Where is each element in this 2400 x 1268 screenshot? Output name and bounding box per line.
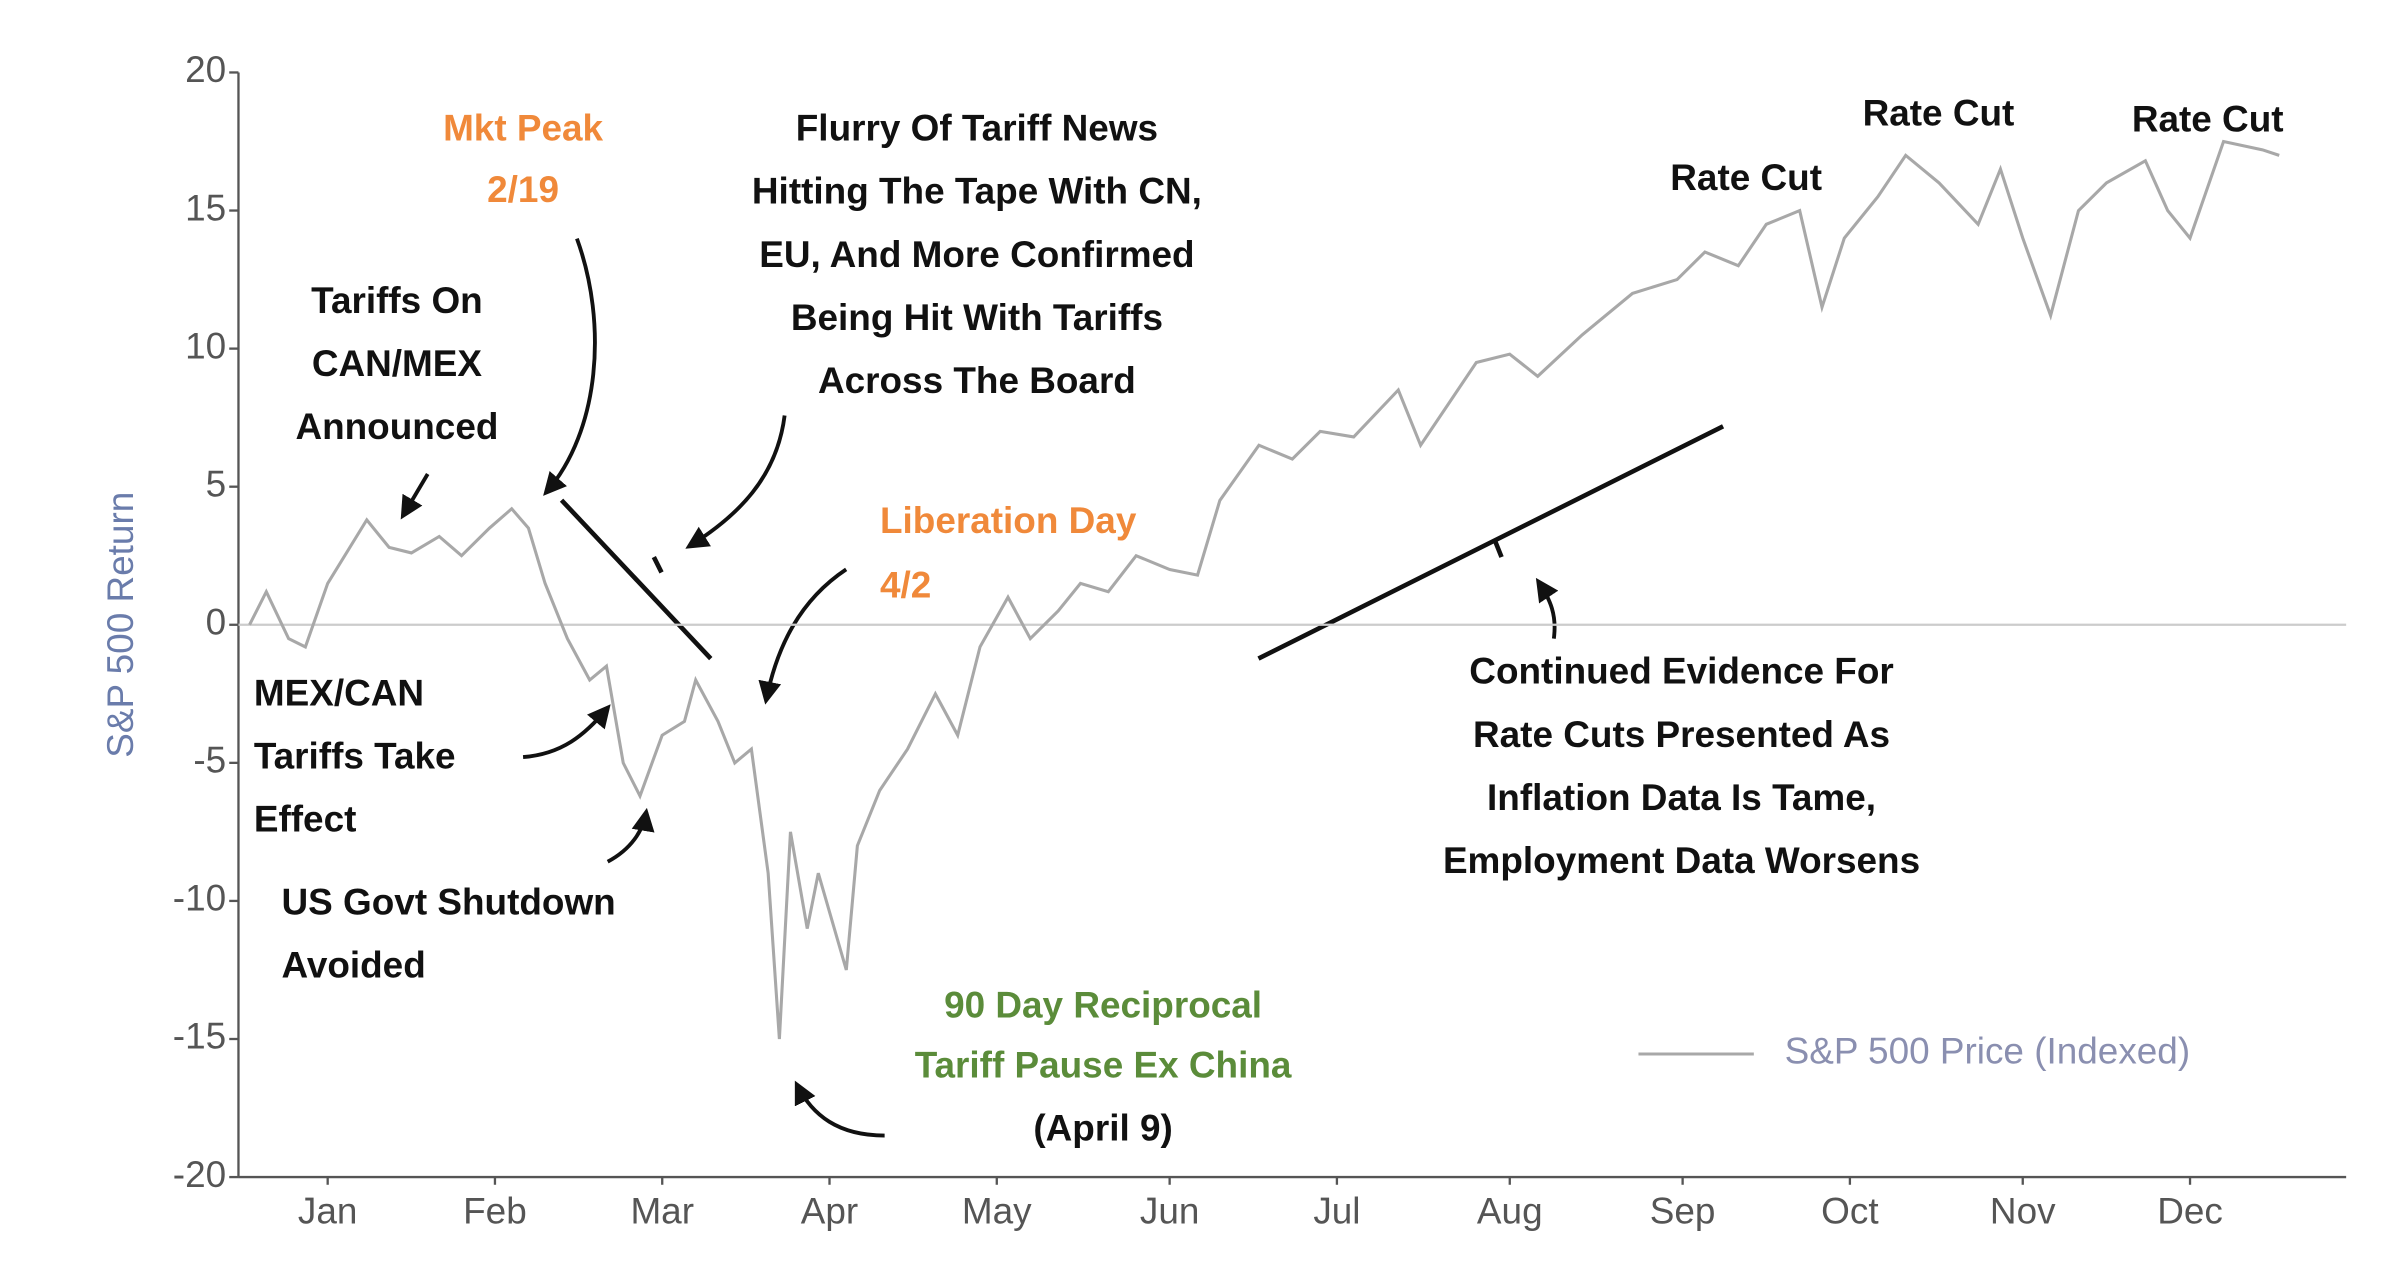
annotation: Mkt Peak [443, 108, 603, 149]
x-tick-label: Nov [1990, 1191, 2056, 1232]
x-tick-label: Oct [1821, 1191, 1878, 1232]
annotation: Hitting The Tape With CN, [752, 171, 1202, 212]
y-tick-label: 15 [185, 187, 226, 228]
arrow [794, 1080, 885, 1138]
y-axis-label: S&P 500 Return [100, 492, 141, 758]
arrow [543, 237, 597, 496]
annotation: EU, And More Confirmed [759, 234, 1194, 275]
x-tick-label: Aug [1477, 1191, 1543, 1232]
x-tick-label: Sep [1650, 1191, 1716, 1232]
y-tick-label: -20 [173, 1154, 226, 1195]
annotation: Being Hit With Tariffs [791, 297, 1163, 338]
y-tick-label: 0 [206, 602, 227, 643]
annotation: Continued Evidence For [1469, 651, 1893, 692]
annotation: Employment Data Worsens [1443, 840, 1920, 881]
annotation: Tariffs On [311, 280, 483, 321]
arrow [400, 473, 430, 520]
annotation: Flurry Of Tariff News [796, 108, 1158, 149]
y-tick-label: 5 [206, 463, 227, 504]
annotation: US Govt Shutdown [282, 882, 616, 923]
annotation: (April 9) [1033, 1108, 1172, 1149]
annotation: Rate Cuts Presented As [1473, 714, 1890, 755]
arrows [400, 237, 1725, 1138]
legend-label: S&P 500 Price (Indexed) [1785, 1031, 2191, 1072]
y-tick-label: 10 [185, 325, 226, 366]
x-tick-label: Dec [2157, 1191, 2223, 1232]
annotation: 2/19 [487, 169, 559, 210]
arrow [758, 567, 848, 705]
annotation: Rate Cut [1670, 157, 1822, 198]
annotation: Tariffs Take [254, 735, 456, 776]
arrow [1535, 577, 1559, 639]
arrow [522, 704, 611, 759]
annotation: CAN/MEX [312, 343, 483, 384]
annotation: Inflation Data Is Tame, [1487, 777, 1876, 818]
x-tick-label: Jan [298, 1191, 358, 1232]
annotation: Avoided [282, 945, 426, 986]
annotation: Rate Cut [2132, 98, 2284, 139]
y-tick-label: -10 [173, 878, 226, 919]
y-tick-label: -5 [193, 740, 226, 781]
trend-line [1257, 424, 1725, 661]
arrow [685, 415, 787, 549]
x-tick-label: Jul [1313, 1191, 1360, 1232]
annotation: 90 Day Reciprocal [944, 985, 1262, 1026]
trend-line [559, 498, 713, 661]
annotation: MEX/CAN [254, 672, 424, 713]
x-tick-label: Feb [463, 1191, 527, 1232]
annotation: Across The Board [818, 360, 1136, 401]
annotation: Tariff Pause Ex China [915, 1045, 1292, 1086]
annotation: 4/2 [880, 565, 931, 606]
x-tick-label: Mar [630, 1191, 694, 1232]
annotation: Rate Cut [1863, 92, 2015, 133]
x-tick-label: Jun [1140, 1191, 1200, 1232]
arrow [606, 807, 655, 864]
series-line [248, 139, 2280, 1040]
x-tick-label: May [962, 1191, 1032, 1232]
y-tick-label: -15 [173, 1016, 226, 1057]
annotation: Liberation Day [880, 500, 1137, 541]
x-tick-label: Apr [801, 1191, 858, 1232]
y-tick-label: 20 [185, 49, 226, 90]
annotation: Effect [254, 798, 357, 839]
annotation: Announced [295, 406, 498, 447]
